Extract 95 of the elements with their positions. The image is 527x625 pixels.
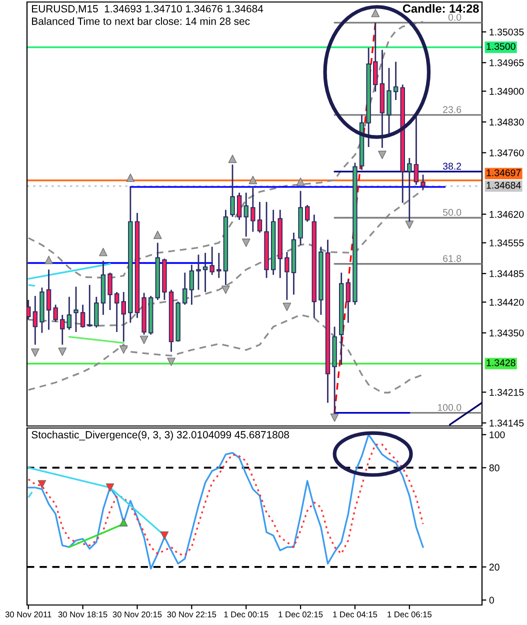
candlestick <box>373 22 378 92</box>
candlestick <box>304 204 310 222</box>
candlestick <box>236 192 242 221</box>
series-label: 50.0 <box>442 208 462 216</box>
point <box>248 176 258 184</box>
candlestick <box>420 174 426 190</box>
candlestick <box>74 286 78 333</box>
point <box>330 414 339 422</box>
series-label: 38.2 <box>442 162 462 170</box>
candlestick <box>216 252 222 279</box>
point <box>119 345 128 354</box>
point <box>371 8 380 18</box>
candlestick <box>114 291 120 333</box>
text: Balanced Time to next bar close: 14 min 28 sec <box>32 17 250 25</box>
candlestick <box>250 187 256 232</box>
x-tick-label: 1 Dec 04:15 <box>333 611 378 618</box>
point <box>282 302 292 312</box>
point <box>160 531 169 540</box>
line-series <box>28 444 424 556</box>
candlestick <box>60 314 65 346</box>
candlestick <box>182 272 188 306</box>
x-tick-label: 1 Dec 00:15 <box>224 611 268 618</box>
y-tick-label: 1.34420 <box>490 298 524 306</box>
y-tick-label: 1.34485 <box>490 270 524 278</box>
point <box>38 480 46 488</box>
candlestick <box>346 278 351 324</box>
point <box>58 348 67 356</box>
point <box>378 150 386 160</box>
candlestick <box>46 268 52 330</box>
y-tick-label: 1.34900 <box>490 88 524 95</box>
ref-line-label: 1.34697 <box>486 169 521 176</box>
ref-line-label: 1.34684 <box>486 182 521 189</box>
chart-title: Stochastic_Divergence(9, 3, 3) 32.0104099 45.6871808 <box>32 430 289 440</box>
point <box>99 248 108 256</box>
y-tick-label: 1.34965 <box>490 59 524 66</box>
chart-title: EURUSD,M15 1.34693 1.34710 1.34676 1.34684 <box>32 5 264 14</box>
point <box>140 336 148 344</box>
y-tick-label: 1.34760 <box>490 149 524 156</box>
y-tick-label: 1.34350 <box>490 330 524 336</box>
candlestick <box>196 254 201 290</box>
candlestick <box>244 192 248 238</box>
y-tick-label: 100 <box>490 431 505 438</box>
point <box>222 286 230 294</box>
point <box>228 154 237 164</box>
candlestick <box>210 246 214 276</box>
x-tick-label: 30 Nov 22:15 <box>167 611 216 618</box>
y-tick-label: 1.34830 <box>490 118 524 126</box>
ref-line-label: 1.3428 <box>486 359 516 366</box>
candlestick <box>87 284 92 328</box>
series-label: 61.8 <box>443 255 462 262</box>
candlestick <box>284 251 290 301</box>
candlestick <box>108 272 112 311</box>
candlestick <box>94 296 99 328</box>
y-tick-label: 1.34620 <box>490 210 524 218</box>
line-series <box>28 314 424 394</box>
candlestick <box>230 164 235 218</box>
x-tick-label: 1 Dec 06:15 <box>388 611 432 618</box>
y-tick-label: 1.34145 <box>490 420 524 427</box>
point <box>296 178 305 186</box>
candlestick <box>257 201 262 234</box>
series-label: 23.6 <box>443 106 462 113</box>
point <box>126 174 135 182</box>
y-tick-label: 1.34555 <box>490 240 524 246</box>
point <box>44 256 53 264</box>
candlestick <box>407 157 412 222</box>
point <box>106 483 114 492</box>
y-tick-label: 1.35035 <box>490 28 524 36</box>
series-label: 100.0 <box>438 404 462 411</box>
candlestick <box>53 304 58 323</box>
x-tick-label: 30 Nov 2011 <box>5 611 52 618</box>
x-tick-label: 30 Nov 18:15 <box>58 611 108 618</box>
point <box>153 230 162 240</box>
candlestick <box>202 252 208 293</box>
point <box>405 220 414 229</box>
y-tick-label: 20 <box>489 564 500 571</box>
candlestick <box>189 264 194 306</box>
point <box>119 518 128 526</box>
candlestick <box>80 304 86 328</box>
candlestick <box>32 295 38 346</box>
y-tick-label: 0 <box>489 596 494 604</box>
point <box>31 348 40 357</box>
series-label: 0.0 <box>448 14 462 21</box>
annotation: Candle: 14:28 <box>402 4 479 13</box>
x-tick-label: 1 Dec 02:15 <box>278 611 323 618</box>
ref-line-label: 1.3500 <box>486 42 516 50</box>
x-tick-label: 30 Nov 20:15 <box>112 611 162 618</box>
candlestick <box>393 61 398 101</box>
y-tick-label: 1.34215 <box>490 388 524 396</box>
point <box>167 358 176 366</box>
candlestick <box>66 296 72 330</box>
candlestick <box>414 116 419 186</box>
candlestick <box>121 291 126 342</box>
candlestick <box>27 299 31 320</box>
y-tick-label: 80 <box>489 464 500 472</box>
point <box>242 238 250 247</box>
